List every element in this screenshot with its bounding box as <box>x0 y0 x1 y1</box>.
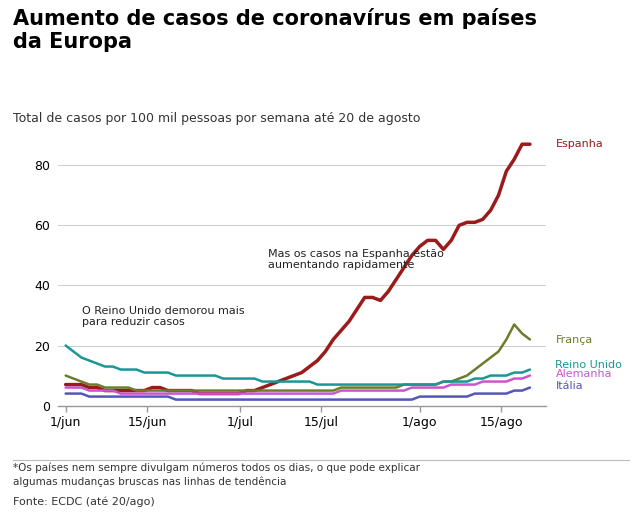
Text: Fonte: ECDC (até 20/ago): Fonte: ECDC (até 20/ago) <box>13 497 155 507</box>
Text: França: França <box>555 334 593 345</box>
Text: Total de casos por 100 mil pessoas por semana até 20 de agosto: Total de casos por 100 mil pessoas por s… <box>13 112 421 125</box>
Text: Aumento de casos de coronavírus em países
da Europa: Aumento de casos de coronavírus em paíse… <box>13 8 537 52</box>
Text: Alemanha: Alemanha <box>555 369 612 379</box>
Text: Reino Unido: Reino Unido <box>555 360 622 370</box>
Text: O Reino Unido demorou mais
para reduzir casos: O Reino Unido demorou mais para reduzir … <box>82 306 245 327</box>
Text: *Os países nem sempre divulgam números todos os dias, o que pode explicar
alguma: *Os países nem sempre divulgam números t… <box>13 463 420 487</box>
Text: BBC: BBC <box>580 493 614 508</box>
Text: Espanha: Espanha <box>555 139 603 149</box>
Text: Mas os casos na Espanha estão
aumentando rapidamente: Mas os casos na Espanha estão aumentando… <box>268 249 444 270</box>
Text: Itália: Itália <box>555 381 583 391</box>
